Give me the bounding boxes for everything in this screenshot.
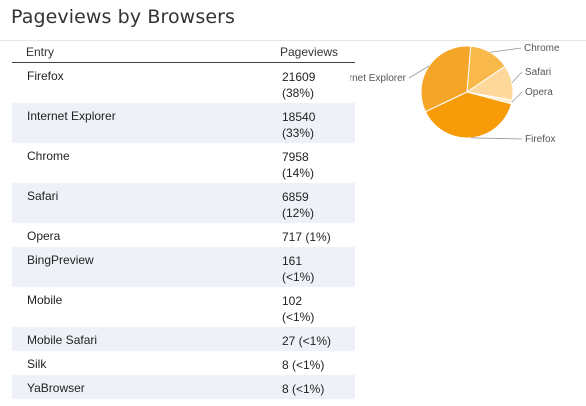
row-entry: Chrome [27, 149, 70, 163]
pageviews-value: 8 (<1%) [282, 382, 325, 396]
row-entry: Opera [27, 229, 61, 243]
row-entry: Mobile Safari [27, 333, 98, 347]
pageviews-value: 27 (<1%) [282, 334, 332, 348]
row-pageviews: 21609 (38%) [282, 69, 354, 101]
pageviews-value: 6859 [282, 190, 309, 204]
pie-label: Chrome [524, 43, 560, 54]
row-pageviews: 717 (1%) [282, 229, 354, 245]
table-row[interactable]: Chrome 7958 (14%) [12, 143, 355, 183]
pie-leader-line [511, 91, 523, 103]
pie-label: Safari [525, 67, 551, 78]
table-row[interactable]: BingPreview 161 (<1%) [12, 247, 355, 287]
table-header: Entry Pageviews [12, 42, 355, 63]
pie-label: Internet Explorer [350, 73, 407, 84]
table-row[interactable]: YaBrowser 8 (<1%) [12, 375, 355, 399]
table-row[interactable]: Firefox 21609 (38%) [12, 63, 355, 103]
row-pageviews: 8 (<1%) [282, 357, 354, 373]
pageviews-percent: (33%) [282, 126, 315, 140]
row-entry: YaBrowser [27, 381, 85, 395]
row-entry: Silk [27, 357, 47, 371]
table-row[interactable]: Internet Explorer 18540 (33%) [12, 103, 355, 143]
browsers-table: Entry Pageviews Firefox 21609 (38%) Interne… [12, 42, 355, 399]
table-row[interactable]: Opera 717 (1%) [12, 223, 355, 247]
row-pageviews: 102 (<1%) [282, 293, 354, 325]
pie-leader-line [408, 65, 430, 79]
pageviews-percent: (38%) [282, 86, 315, 100]
row-pageviews: 7958 (14%) [282, 149, 354, 181]
row-pageviews: 18540 (33%) [282, 109, 354, 141]
pie-label: Firefox [525, 134, 556, 145]
row-entry: Safari [27, 189, 59, 203]
pageviews-percent: (14%) [282, 166, 315, 180]
row-pageviews: 8 (<1%) [282, 381, 354, 397]
pageviews-value: 7958 [282, 150, 309, 164]
pageviews-percent: (<1%) [282, 310, 315, 324]
pageviews-value: 21609 [282, 70, 316, 84]
pageviews-percent: (12%) [282, 206, 315, 220]
row-entry: Internet Explorer [27, 109, 116, 123]
table-body: Firefox 21609 (38%) Internet Explorer 18540 (… [12, 63, 355, 399]
pageviews-value: 8 (<1%) [282, 358, 325, 372]
pie-leader-line [471, 137, 523, 140]
row-entry: BingPreview [27, 253, 94, 267]
table-row[interactable]: Mobile 102 (<1%) [12, 287, 355, 327]
browsers-pie-chart: Chrome Safari Opera Firefox Internet Explore… [350, 43, 560, 145]
pageviews-value: 102 [282, 294, 303, 308]
column-header-entry[interactable]: Entry [26, 45, 55, 59]
row-pageviews: 27 (<1%) [282, 333, 354, 349]
pageviews-value: 717 (1%) [282, 230, 331, 244]
title-divider [0, 40, 586, 41]
column-header-pageviews[interactable]: Pageviews [280, 45, 339, 59]
panel-title: Pageviews by Browsers [11, 6, 236, 28]
pie-label: Opera [525, 87, 553, 98]
table-row[interactable]: Mobile Safari 27 (<1%) [12, 327, 355, 351]
pageviews-percent: (<1%) [282, 270, 315, 284]
row-pageviews: 6859 (12%) [282, 189, 354, 221]
pie-leader-line [511, 71, 523, 83]
table-row[interactable]: Silk 8 (<1%) [12, 351, 355, 375]
pie-leader-line [490, 47, 522, 53]
table-row[interactable]: Safari 6859 (12%) [12, 183, 355, 223]
row-entry: Firefox [27, 69, 64, 83]
pageviews-value: 18540 [282, 110, 316, 124]
pageviews-value: 161 [282, 254, 303, 268]
row-entry: Mobile [27, 293, 63, 307]
row-pageviews: 161 (<1%) [282, 253, 354, 285]
